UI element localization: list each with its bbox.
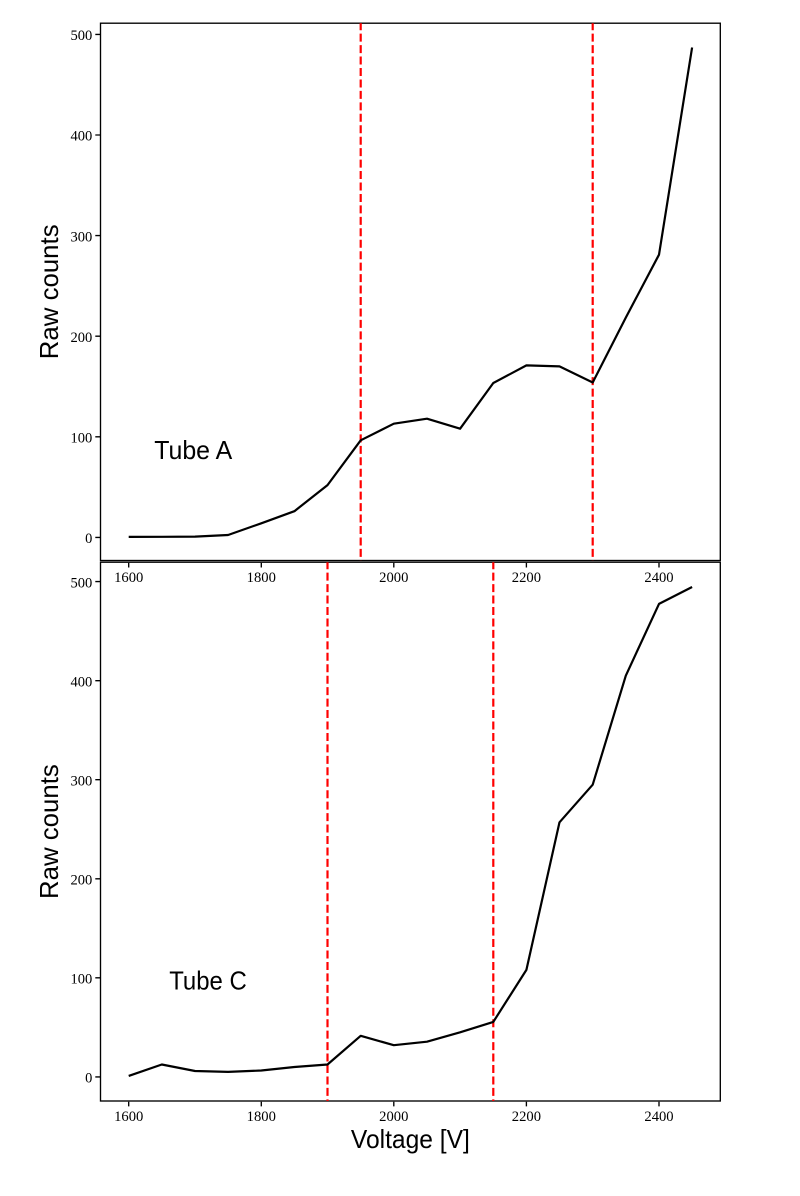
svg-text:2200: 2200 (512, 570, 541, 586)
svg-text:200: 200 (71, 330, 93, 346)
svg-text:2200: 2200 (512, 1109, 541, 1125)
svg-text:2400: 2400 (644, 1109, 673, 1125)
svg-text:0: 0 (85, 531, 92, 547)
svg-text:500: 500 (71, 28, 93, 44)
svg-text:Raw counts: Raw counts (34, 764, 64, 899)
svg-text:Voltage [V]: Voltage [V] (351, 1124, 470, 1154)
svg-text:1600: 1600 (114, 1109, 143, 1125)
svg-text:2000: 2000 (379, 1109, 408, 1125)
svg-text:2400: 2400 (644, 570, 673, 586)
svg-text:1600: 1600 (114, 570, 143, 586)
svg-text:Tube C: Tube C (169, 966, 247, 996)
svg-text:0: 0 (85, 1071, 92, 1087)
svg-text:Tube A: Tube A (154, 435, 233, 465)
svg-text:200: 200 (71, 873, 93, 889)
svg-text:100: 100 (71, 972, 93, 988)
svg-text:400: 400 (71, 674, 93, 690)
svg-text:300: 300 (71, 773, 93, 789)
svg-text:100: 100 (71, 431, 93, 447)
svg-text:Raw counts: Raw counts (34, 224, 64, 359)
svg-text:300: 300 (71, 229, 93, 245)
svg-text:1800: 1800 (247, 1109, 276, 1125)
svg-text:2000: 2000 (379, 570, 408, 586)
svg-text:400: 400 (71, 129, 93, 145)
svg-text:1800: 1800 (247, 570, 276, 586)
svg-text:500: 500 (71, 575, 93, 591)
